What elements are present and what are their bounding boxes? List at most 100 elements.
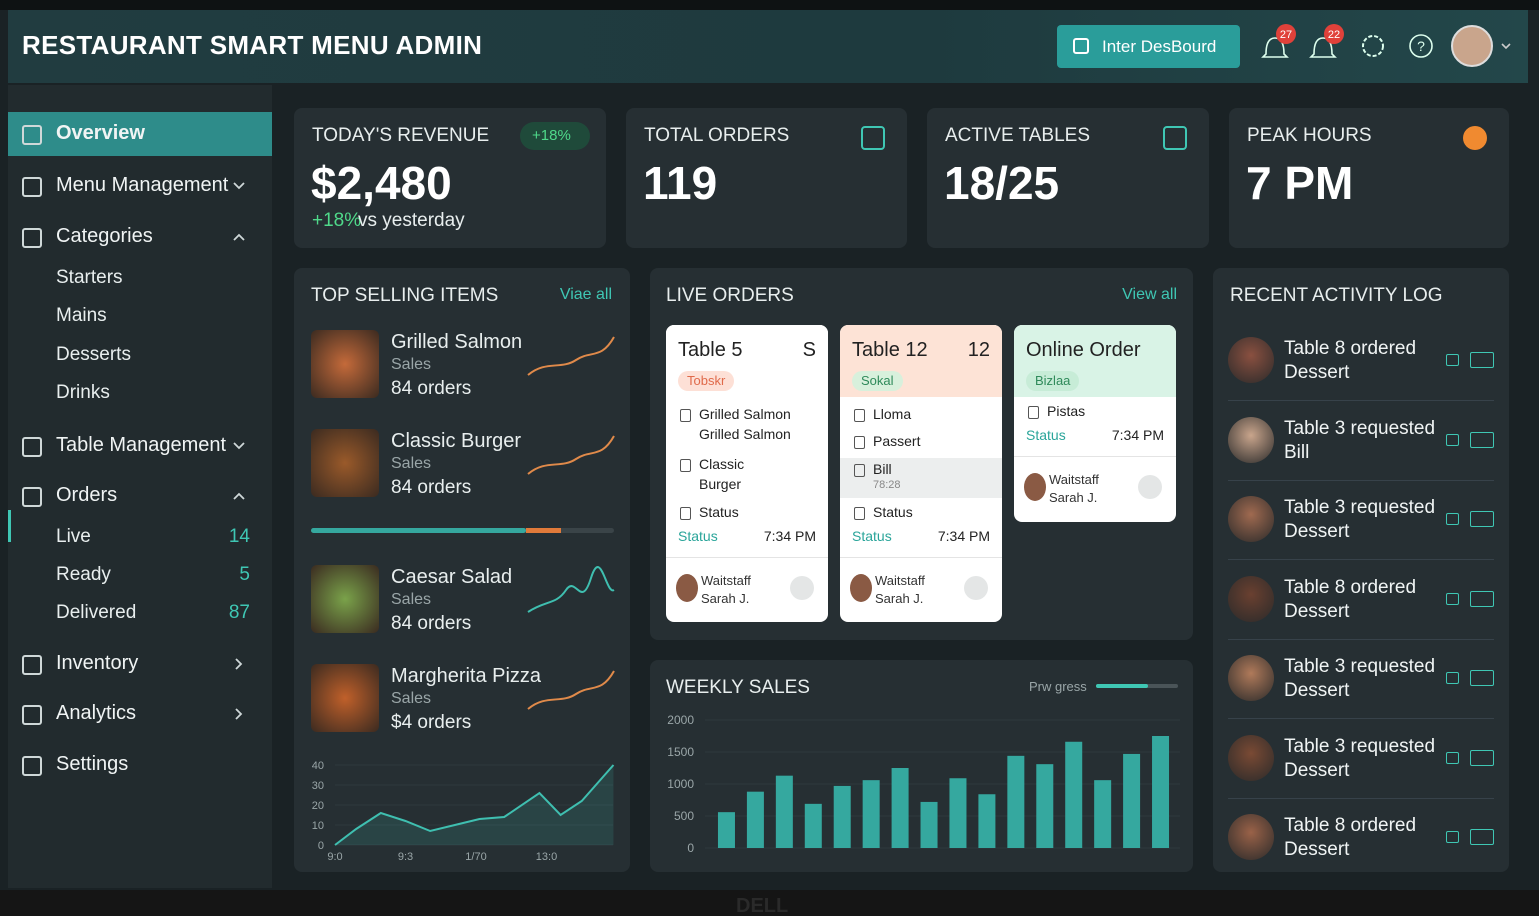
nav-item[interactable]: Overview (56, 122, 145, 144)
food-image (311, 664, 379, 732)
panel-link[interactable]: Viae all (559, 286, 612, 303)
activity-action[interactable] (1470, 749, 1494, 766)
activity-avatar (1228, 496, 1274, 542)
button-label: Inter DesBourd (1102, 37, 1217, 56)
nav-subitem[interactable]: Starters (56, 267, 123, 288)
nav-item[interactable]: Analytics (56, 702, 137, 724)
order-card[interactable]: Table 12 12 Sokal Lloma Passert Bill 78:28 Stat… (840, 325, 1002, 622)
sales-line (334, 764, 615, 846)
activity-action[interactable] (1470, 590, 1494, 607)
item-icon (680, 459, 691, 472)
nav-subitem[interactable]: Live (56, 526, 91, 547)
activity-divider (1228, 797, 1494, 799)
bar (775, 775, 793, 848)
bar (1094, 780, 1112, 848)
bar (804, 803, 822, 848)
assign-icon (964, 576, 988, 600)
activity-divider (1228, 718, 1494, 719)
nav-item[interactable]: Orders (56, 484, 118, 506)
bar (833, 785, 851, 848)
nav-item[interactable]: Table Management (56, 434, 227, 456)
panel-link[interactable]: View all (1122, 286, 1177, 303)
activity-icon (1446, 354, 1459, 366)
item-icon (680, 409, 691, 422)
nav-item[interactable]: Settings (56, 753, 129, 775)
activity-action[interactable] (1470, 670, 1494, 686)
legend-label: Prw gress (1029, 679, 1087, 694)
monitor-bezel (0, 890, 1539, 916)
card-divider (666, 557, 828, 558)
order-card[interactable]: Table 5 S Tobskr Grilled Salmon Grilled Salm… (666, 325, 828, 622)
nav-item[interactable]: Inventory (56, 652, 139, 674)
kpi-change: +18% (312, 210, 362, 231)
kpi-icon (1463, 126, 1487, 150)
y-tick-label: 30 (312, 780, 324, 792)
item-name: Grilled Salmon (391, 331, 523, 353)
nav-icon (22, 177, 42, 197)
item-highlight (840, 458, 1002, 498)
chevron (233, 442, 245, 450)
activity-divider (1228, 400, 1494, 401)
bar (1007, 755, 1025, 848)
header (8, 10, 1528, 83)
activity-avatar (1228, 814, 1274, 860)
nav-item[interactable]: Menu Management (56, 174, 229, 196)
spark-line (527, 566, 615, 613)
nav-count: 14 (228, 526, 250, 547)
activity-icon (1446, 831, 1459, 843)
staff-avatar (1024, 473, 1046, 501)
bell-icon (1309, 37, 1337, 58)
y-tick-label: 20 (312, 800, 324, 812)
x-tick-label: 9:3 (398, 851, 413, 863)
activity-icon (1446, 513, 1459, 525)
nav-subitem[interactable]: Desserts (56, 344, 131, 365)
order-card[interactable]: Online Order Bizlaa Pistas Status 7:34 PM Wai… (1014, 325, 1176, 522)
tag-text: Sokal (861, 373, 894, 388)
activity-action[interactable] (1470, 352, 1494, 368)
kpi-title: TOTAL ORDERS (644, 125, 790, 146)
activity-divider (1228, 559, 1494, 560)
activity-text: Table 3 requested (1284, 656, 1436, 677)
item-name: Classic Burger (391, 430, 522, 452)
food-image (311, 429, 379, 497)
item-label: Sales (391, 690, 432, 707)
nav-icon (22, 756, 42, 776)
kpi-title: TODAY'S REVENUE (312, 125, 490, 146)
sparkline (527, 336, 615, 376)
activity-text: Table 3 requested (1284, 497, 1436, 518)
item-icon (680, 507, 691, 520)
activity-avatar (1228, 575, 1274, 622)
activity-text: Bill (1284, 441, 1310, 463)
tag-text: Tobskr (687, 373, 726, 388)
bar (1123, 753, 1141, 848)
y-tick-label: 1500 (667, 745, 694, 759)
dashboard-button[interactable]: Inter DesBourd (1057, 25, 1240, 68)
staff-label: Waitstaff (875, 573, 925, 588)
nav-item[interactable]: Categories (56, 225, 153, 247)
item-line: Grilled Salmon (699, 426, 791, 442)
activity-action[interactable] (1470, 431, 1494, 448)
staff-name: Sarah J. (1049, 490, 1098, 505)
nav-subitem[interactable]: Drinks (56, 382, 110, 403)
activity-avatar (1228, 416, 1274, 463)
nav-subitem[interactable]: Delivered (56, 602, 137, 623)
activity-icon (1446, 672, 1459, 684)
spark-line (527, 435, 615, 475)
y-tick-label: 1000 (667, 777, 694, 791)
kpi-value: $2,480 (311, 157, 452, 209)
weekly-bar-chart: 0 500 1000 1500 2000 (667, 713, 1180, 855)
avatar (1451, 25, 1493, 67)
card-title: Table 5 (678, 339, 743, 361)
nav-subitem[interactable]: Ready (56, 564, 111, 585)
status: Status (852, 528, 892, 544)
activity-action[interactable] (1470, 511, 1494, 527)
nav-icon (22, 437, 42, 457)
nav-icon (22, 655, 42, 675)
item-line: Burger (699, 476, 742, 492)
sales-line-chart: 0 10 20 30 40 9:0 9:3 1/70 13:0 (312, 760, 615, 863)
nav-subitem[interactable]: Mains (56, 305, 107, 326)
card-divider (1014, 456, 1176, 457)
food-image (311, 330, 379, 398)
activity-action[interactable] (1470, 829, 1494, 845)
x-tick-label: 1/70 (465, 851, 486, 863)
